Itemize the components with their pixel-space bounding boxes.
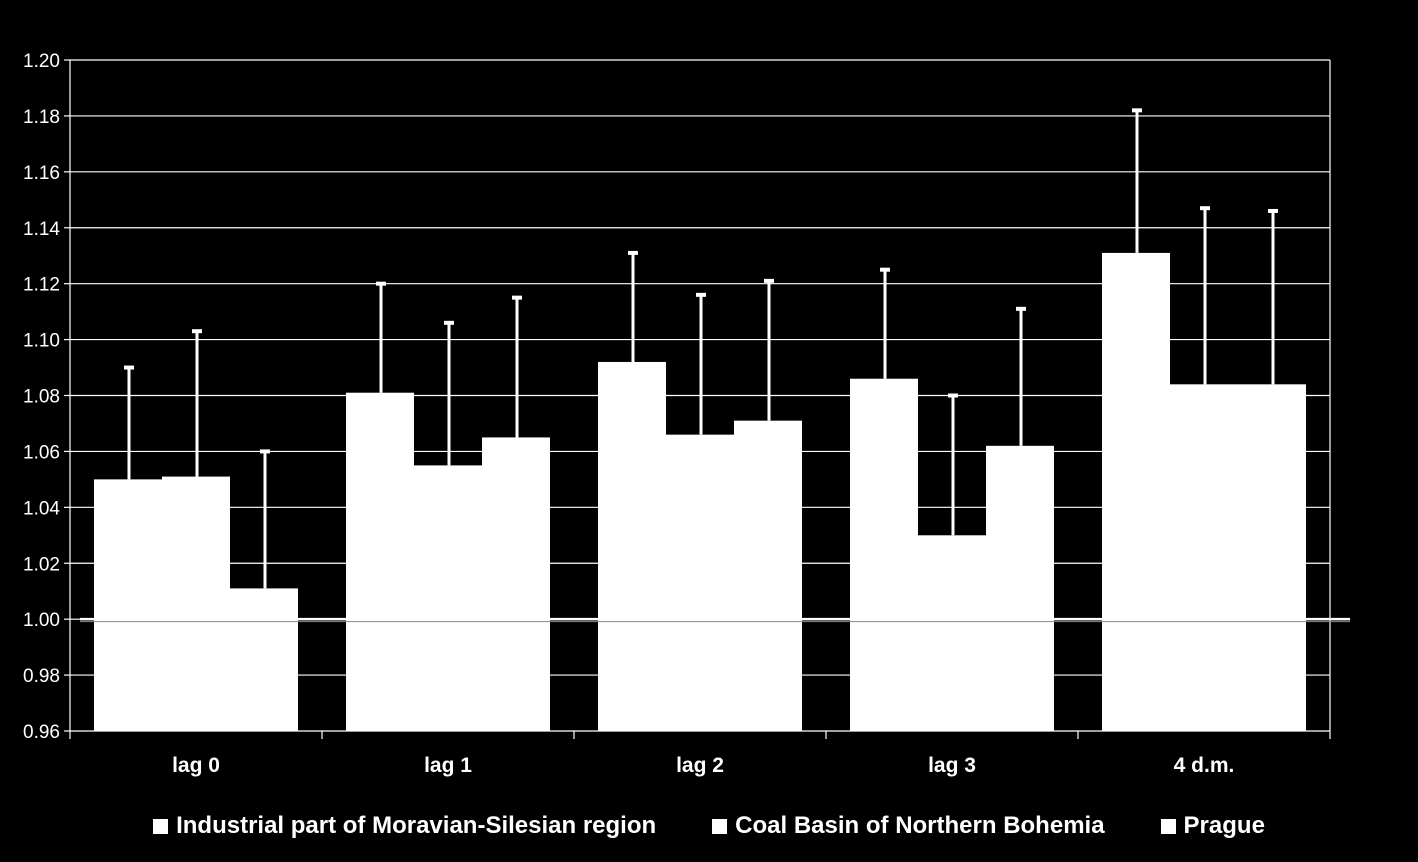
x-category-labels: lag 0 lag 1 lag 2 lag 3 4 d.m.: [172, 754, 1234, 777]
legend-label: Industrial part of Moravian-Silesian reg…: [176, 812, 657, 839]
legend-item-prague[interactable]: Prague: [1160, 812, 1265, 840]
y-tick-label: 1.06: [23, 442, 60, 463]
legend-swatch: [712, 818, 728, 834]
bar: [414, 465, 482, 731]
bar: [734, 420, 802, 731]
y-tick-label: 1.02: [23, 554, 60, 575]
bar: [346, 392, 414, 731]
bar: [482, 437, 550, 731]
legend-label: Coal Basin of Northern Bohemia: [735, 812, 1105, 839]
y-tick-label: 1.08: [23, 387, 60, 408]
bar: [230, 588, 298, 731]
bar: [162, 476, 230, 731]
bar: [986, 445, 1054, 731]
bar: [94, 479, 162, 731]
bar: [1102, 252, 1170, 731]
bar: [1238, 384, 1306, 731]
y-tick-label: 0.96: [23, 722, 60, 743]
bar: [1170, 384, 1238, 731]
legend-label: Prague: [1183, 812, 1265, 839]
y-tick-label: 1.14: [23, 219, 60, 240]
legend: Industrial part of Moravian-Silesian reg…: [0, 808, 1418, 844]
legend-item-moravian-silesian[interactable]: Industrial part of Moravian-Silesian reg…: [153, 812, 656, 840]
bars: [94, 252, 1306, 731]
x-category-label: lag 2: [676, 754, 724, 777]
x-category-label: lag 3: [928, 754, 976, 777]
y-tick-label: 1.20: [23, 51, 60, 72]
y-tick-label: 1.10: [23, 331, 60, 352]
legend-swatch: [1160, 818, 1176, 834]
bar: [850, 378, 918, 731]
legend-item-northern-bohemia[interactable]: Coal Basin of Northern Bohemia: [712, 812, 1105, 840]
bar: [918, 535, 986, 731]
y-tick-label: 1.16: [23, 163, 60, 184]
baseline: [80, 617, 1350, 623]
x-category-label: lag 0: [172, 754, 220, 777]
bar: [598, 361, 666, 731]
y-tick-labels: 0.96 0.98 1.00 1.02 1.04 1.06 1.08 1.10 1.12 1.14…: [23, 51, 60, 743]
x-category-label: 4 d.m.: [1174, 754, 1235, 777]
error-bars: [124, 108, 1278, 589]
bar: [666, 434, 734, 731]
y-tick-label: 1.12: [23, 275, 60, 296]
legend-swatch: [153, 818, 169, 834]
y-tick-label: 1.18: [23, 107, 60, 128]
y-tick-label: 1.00: [23, 610, 60, 631]
y-tick-label: 0.98: [23, 666, 60, 687]
x-category-label: lag 1: [424, 754, 472, 777]
y-tick-label: 1.04: [23, 498, 60, 519]
